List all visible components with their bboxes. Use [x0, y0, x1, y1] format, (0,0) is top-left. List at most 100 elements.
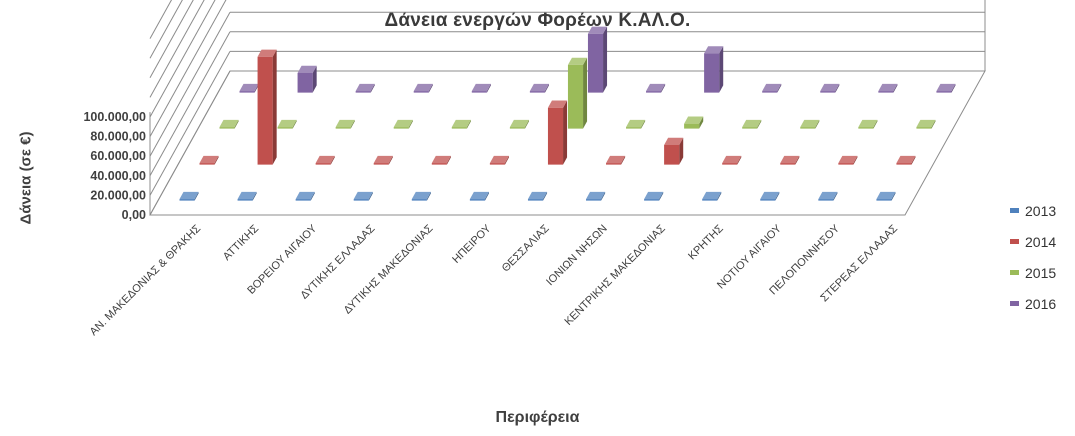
- bar: [626, 127, 642, 129]
- bar-side: [544, 83, 549, 93]
- legend-item: 2014: [1010, 226, 1056, 257]
- side-gridline: [149, 0, 227, 137]
- bar-side: [486, 83, 491, 93]
- bar-top: [199, 155, 219, 164]
- bar-side: [524, 119, 529, 129]
- bar-side: [659, 191, 664, 201]
- bar-side: [641, 119, 646, 129]
- bar-top: [626, 119, 646, 128]
- floor: [149, 70, 986, 216]
- bar-top: [297, 65, 317, 73]
- bar: [684, 123, 700, 129]
- bar-top: [471, 83, 491, 92]
- bar: [664, 145, 680, 165]
- bar-top: [586, 191, 606, 200]
- bar: [529, 91, 545, 93]
- bar: [820, 91, 836, 93]
- bar: [547, 107, 564, 165]
- bar: [451, 127, 467, 129]
- bar-side: [292, 119, 297, 129]
- bar: [722, 163, 738, 165]
- bar-side: [388, 155, 393, 165]
- bar-top: [876, 191, 896, 200]
- y-tick-label: 100.000,00: [83, 110, 146, 124]
- bar: [373, 163, 389, 165]
- bar: [896, 163, 912, 165]
- bar-top: [722, 155, 742, 164]
- bar: [760, 199, 776, 201]
- bar-side: [312, 65, 317, 93]
- x-tick-label: ΙΟΝΙΩΝ ΝΗΣΩΝ: [544, 223, 610, 289]
- bar: [936, 91, 952, 93]
- bar-side: [833, 191, 838, 201]
- chart-title: Δάνεια ενεργών Φορέων Κ.ΑΛ.Ο.: [384, 10, 691, 31]
- legend-item: 2013: [1010, 195, 1056, 226]
- bar: [704, 53, 720, 93]
- bar-top: [820, 83, 840, 92]
- bar-side: [330, 155, 335, 165]
- y-tick-label: 20.000,00: [90, 188, 146, 202]
- legend-swatch: [1010, 301, 1019, 306]
- bar: [702, 199, 718, 201]
- bar-side: [757, 119, 762, 129]
- side-gridline: [149, 0, 205, 98]
- bar-side: [853, 155, 858, 165]
- bar: [179, 199, 195, 201]
- side-wall: [150, 0, 230, 215]
- bar: [644, 199, 660, 201]
- bar-top: [239, 83, 259, 92]
- bar-top: [295, 191, 315, 200]
- bar: [469, 199, 485, 201]
- bar-side: [603, 26, 608, 93]
- bar-top: [489, 155, 509, 164]
- bar-top: [780, 155, 800, 164]
- bar-side: [484, 191, 489, 201]
- legend-label: 2015: [1025, 264, 1057, 281]
- legend-item: 2016: [1010, 288, 1056, 319]
- bar-side: [272, 49, 277, 165]
- bar-top: [315, 155, 335, 164]
- bar-side: [835, 83, 840, 93]
- bar-top: [646, 83, 666, 92]
- bar-side: [368, 191, 373, 201]
- bar-side: [679, 137, 684, 165]
- bar-top: [373, 155, 393, 164]
- bar: [393, 127, 409, 129]
- bar: [277, 127, 293, 129]
- bar-top: [411, 191, 431, 200]
- bar: [742, 127, 758, 129]
- bar-top: [529, 83, 549, 92]
- side-gridline: [149, 51, 231, 196]
- bar-side: [795, 155, 800, 165]
- x-tick-label: ΚΕΝΤΡΙΚΗΣ ΜΑΚΕΔΟΝΙΑΣ: [563, 223, 668, 328]
- legend-swatch: [1010, 239, 1019, 244]
- bar-side: [234, 119, 239, 129]
- bar-top: [335, 119, 355, 128]
- bar-side: [504, 155, 509, 165]
- bar-top: [606, 155, 626, 164]
- y-axis-label: Δάνεια (σε €): [17, 131, 35, 225]
- bar-top: [587, 26, 608, 34]
- legend-label: 2016: [1025, 295, 1057, 312]
- bar: [916, 127, 932, 129]
- bar-top: [762, 83, 782, 92]
- bar-side: [466, 119, 471, 129]
- bar: [295, 199, 311, 201]
- bar-side: [699, 116, 704, 129]
- bar-top: [219, 119, 239, 128]
- bar-side: [911, 155, 916, 165]
- bar-top: [353, 191, 373, 200]
- bar: [489, 163, 505, 165]
- x-tick-label: ΚΡΗΤΗΣ: [686, 223, 726, 263]
- bar: [586, 199, 602, 201]
- bar: [239, 91, 255, 93]
- x-tick-label: ΑΝ. ΜΑΚΕΔΟΝΙΑΣ & ΘΡΑΚΗΣ: [88, 223, 204, 339]
- bar: [838, 163, 854, 165]
- legend-label: 2013: [1025, 202, 1057, 219]
- y-tick-label: 80.000,00: [90, 130, 146, 144]
- bar-top: [936, 83, 956, 92]
- bar-side: [583, 57, 588, 129]
- side-gridline: [149, 0, 194, 79]
- y-tick-label: 0,00: [122, 208, 146, 222]
